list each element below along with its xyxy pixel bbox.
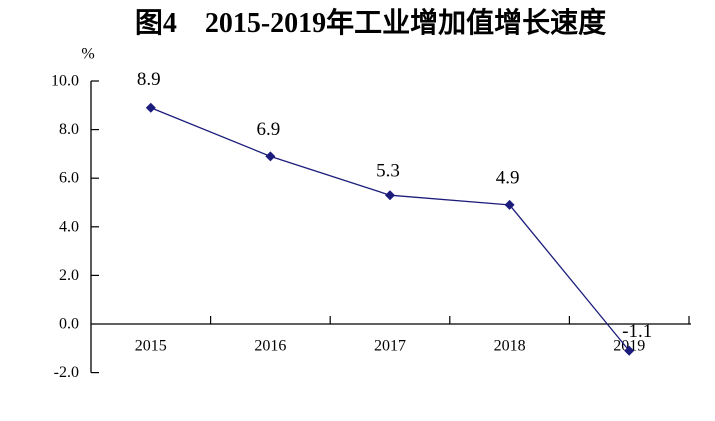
data-point-marker (265, 151, 276, 162)
data-point-marker (385, 190, 395, 201)
y-tick-label: 4.0 (59, 218, 79, 235)
x-tick-label: 2018 (494, 338, 526, 355)
data-point-marker (504, 199, 515, 210)
y-tick-label: 6.0 (59, 170, 79, 187)
data-point-label: 8.9 (137, 69, 161, 90)
data-point-label: 6.9 (257, 119, 281, 140)
data-point-label: 5.3 (376, 161, 400, 182)
y-tick-label: -2.0 (54, 364, 79, 381)
data-point-label: -1.1 (622, 321, 652, 342)
data-line (150, 107, 630, 352)
y-tick-label: 2.0 (59, 267, 79, 284)
data-point-marker (624, 345, 635, 356)
y-tick-label: 10.0 (51, 73, 79, 90)
y-tick-label: 0.0 (59, 316, 79, 333)
y-tick-label: 8.0 (59, 121, 79, 138)
y-axis-unit-label: % (81, 46, 94, 63)
data-point-label: 4.9 (496, 167, 520, 188)
x-tick-label: 2017 (374, 338, 406, 355)
chart-title: 图4 2015-2019年工业增加值增长速度 (134, 8, 607, 39)
x-tick-label: 2015 (135, 338, 167, 355)
x-tick-label: 2016 (254, 338, 286, 355)
data-point-marker (145, 102, 156, 113)
